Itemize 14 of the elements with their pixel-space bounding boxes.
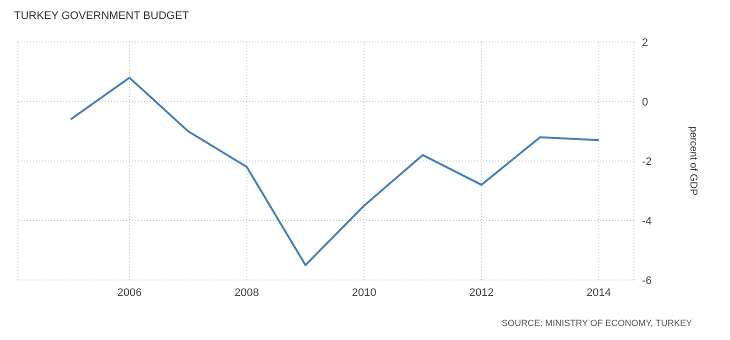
line-series (70, 76, 600, 266)
y-tick-label: -6 (642, 274, 652, 287)
x-tick-label: 2008 (234, 286, 260, 299)
x-tick-label: 2006 (117, 286, 142, 299)
x-tick-label: 2014 (586, 286, 612, 299)
y-tick-label: 2 (642, 36, 648, 49)
source-note: SOURCE: MINISTRY OF ECONOMY, TURKEY (502, 318, 692, 328)
y-axis-title: percent of GDP (687, 126, 698, 196)
y-tick-label: -4 (642, 215, 652, 228)
y-tick-label: 0 (642, 96, 648, 108)
x-tick-label: 2010 (352, 286, 376, 299)
x-tick-label: 2012 (469, 286, 494, 299)
y-tick-label: -2 (642, 156, 652, 168)
chart-title: TURKEY GOVERNMENT BUDGET (14, 10, 190, 22)
